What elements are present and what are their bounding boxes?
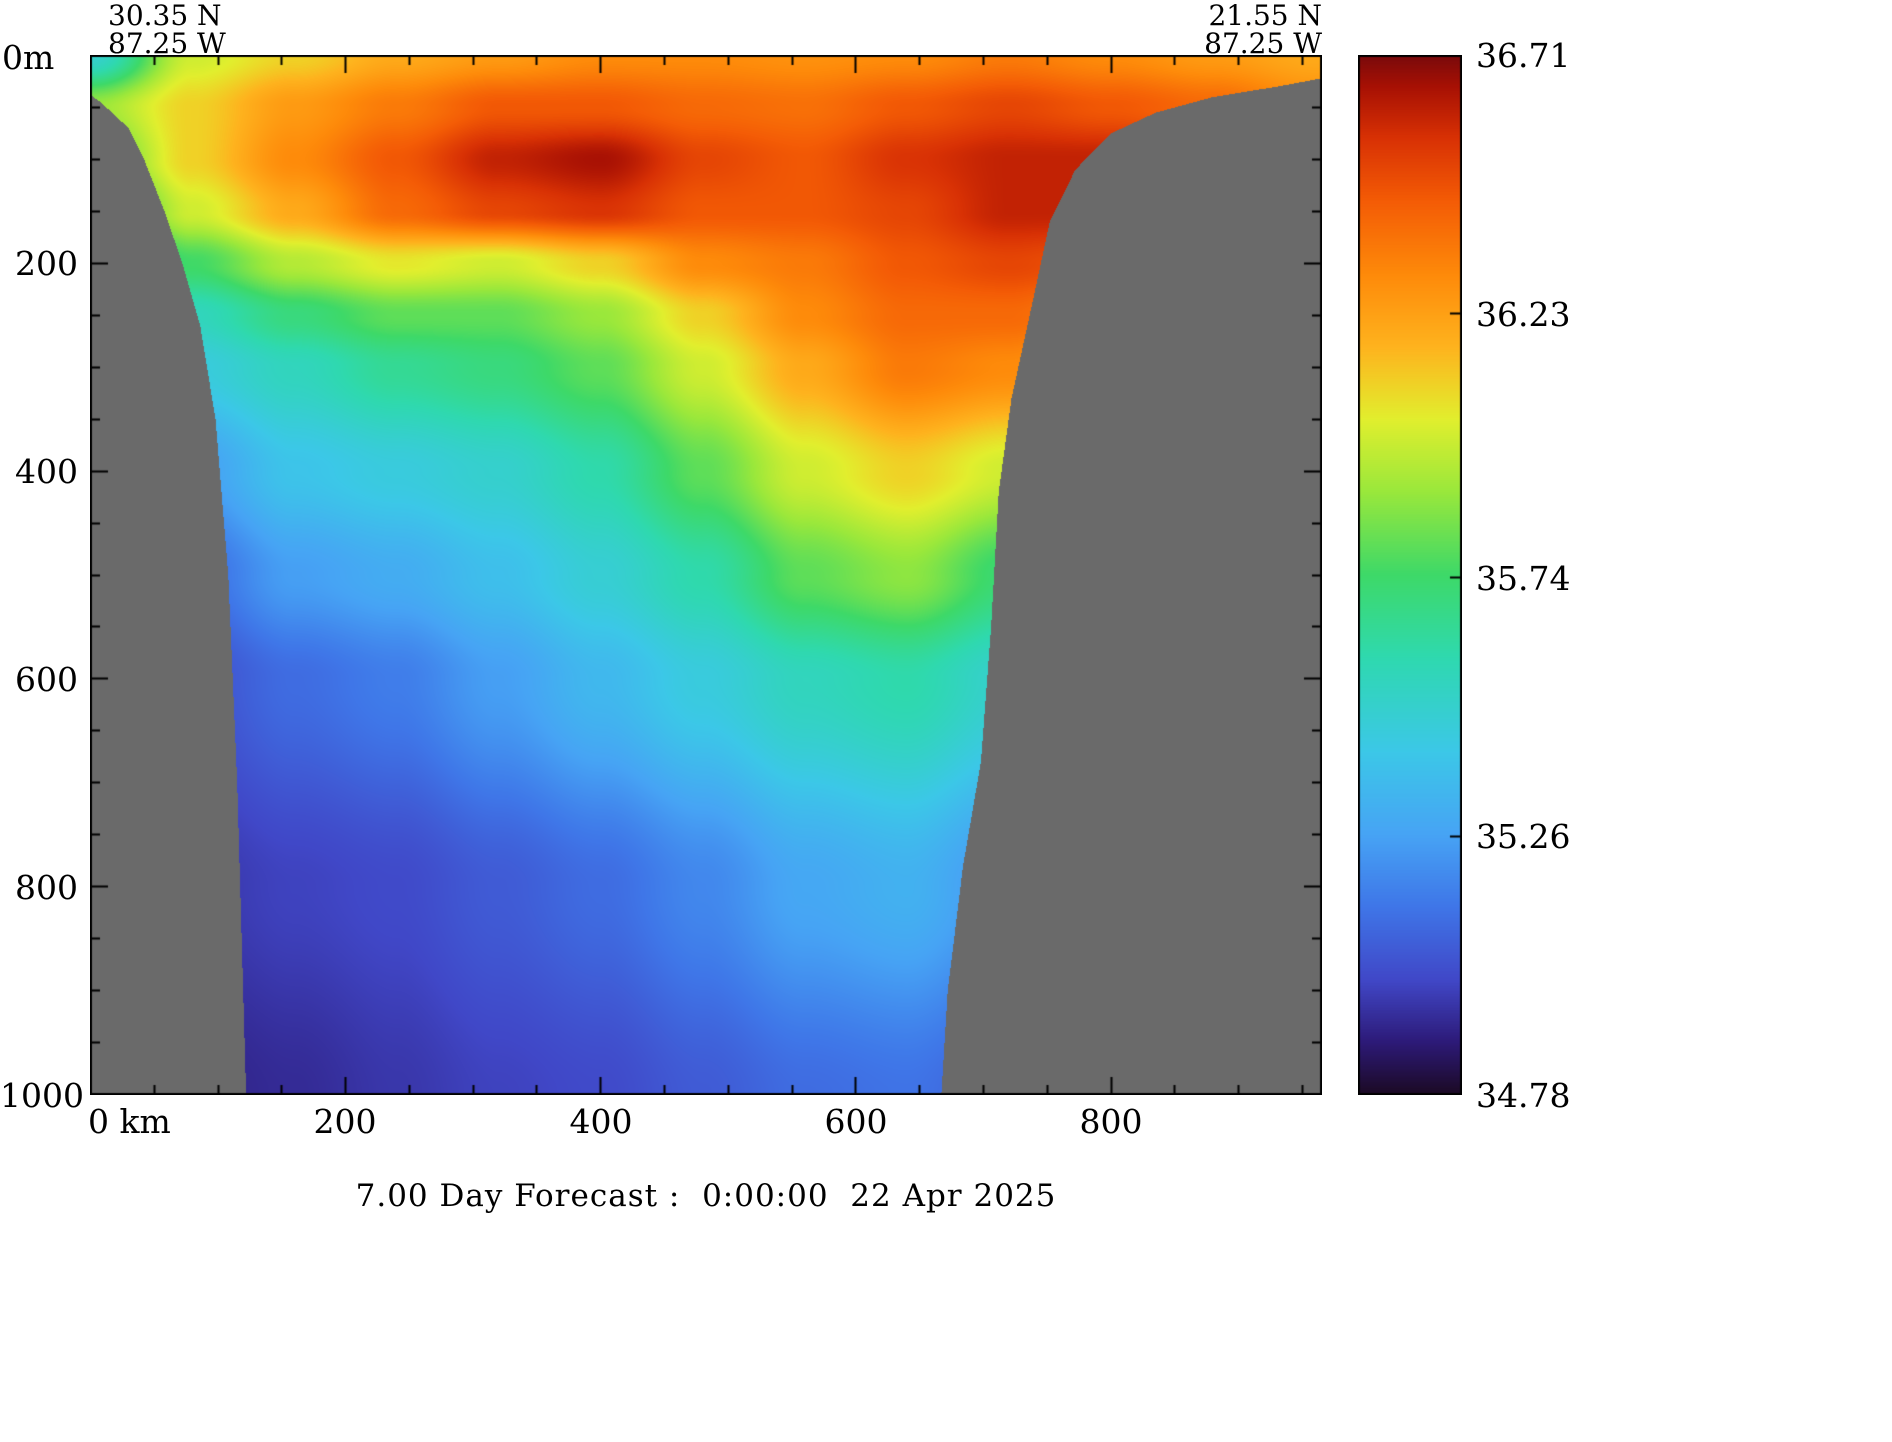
colorbar-tick-label: 35.26: [1476, 817, 1571, 856]
start-latitude-label: 30.35 N: [108, 0, 222, 32]
depth-tick-label: 800: [15, 868, 78, 907]
depth-tick-label: 1000: [0, 1076, 84, 1115]
colorbar-tick-label: 36.23: [1476, 295, 1571, 334]
section-start-coordinates: 30.35 N 87.25 W: [108, 2, 226, 58]
distance-tick-label: 800: [1079, 1102, 1143, 1141]
distance-tick-label: 600: [824, 1102, 888, 1141]
depth-tick-label: 400: [15, 452, 78, 491]
colorbar-tick-label: 35.74: [1476, 559, 1571, 598]
depth-tick-label: 200: [15, 244, 78, 283]
depth-tick-label: 600: [15, 660, 78, 699]
start-longitude-label: 87.25 W: [108, 27, 226, 60]
end-latitude-label: 21.55 N: [1208, 0, 1322, 32]
section-heatmap-canvas: [90, 55, 1322, 1095]
figure-title: 7.00 Day Forecast : 0:00:00 22 Apr 2025: [355, 1178, 1057, 1214]
colorbar-tick-label: 36.71: [1476, 36, 1571, 75]
end-longitude-label: 87.25 W: [1204, 27, 1322, 60]
distance-tick-label: 0 km: [88, 1102, 171, 1141]
colorbar-tick-label: 34.78: [1476, 1076, 1571, 1115]
section-end-coordinates: 21.55 N 87.25 W: [1060, 2, 1322, 58]
depth-axis-zero-label: 0m: [2, 38, 55, 77]
distance-tick-label: 200: [313, 1102, 377, 1141]
colorbar-canvas: [1358, 55, 1462, 1095]
distance-tick-label: 400: [569, 1102, 633, 1141]
